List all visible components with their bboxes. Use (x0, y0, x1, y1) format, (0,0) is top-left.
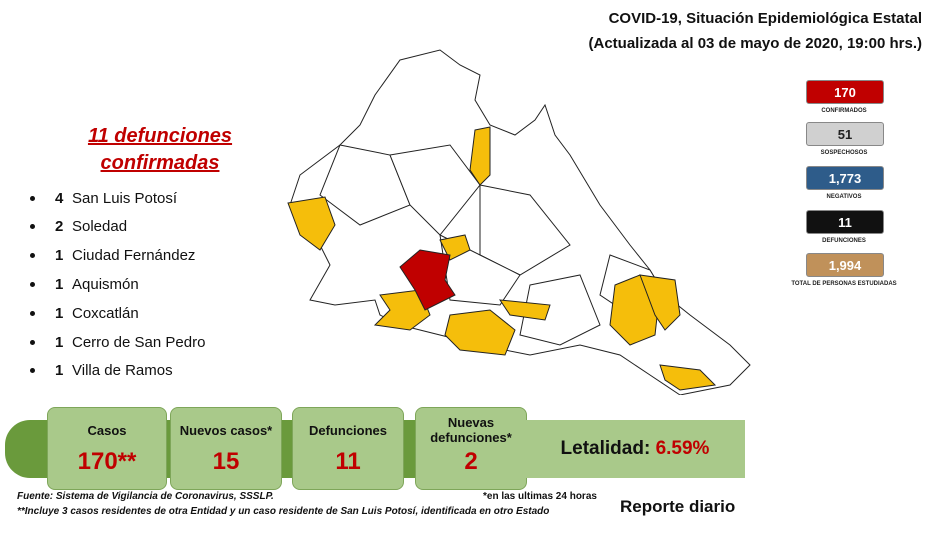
lethality-label: Letalidad: (560, 438, 651, 459)
bullet (30, 224, 35, 230)
lethality: Letalidad: 6.59% (525, 420, 745, 478)
bullet (30, 281, 35, 287)
summary-box: Nuevos casos* 15 (170, 407, 282, 490)
footnote: *en las ultimas 24 horas (483, 491, 597, 502)
place: Cerro de San Pedro (72, 333, 206, 351)
summary-box: Casos 170** (47, 407, 167, 490)
summary-label: Nuevas defunciones* (430, 415, 512, 445)
summary-box: Defunciones 11 (292, 407, 404, 490)
subtitle: (Actualizada al 03 de mayo de 2020, 19:0… (588, 35, 923, 52)
death-count: 1 (55, 362, 64, 380)
bullet (30, 339, 35, 345)
stat-label: SOSPECHOSOS (820, 150, 868, 156)
death-count: 1 (55, 247, 64, 265)
stat-value: 1,994 (806, 253, 884, 277)
list-item: 1 Villa de Ramos (30, 361, 173, 381)
place: San Luis Potosí (72, 189, 178, 207)
stat-value: 51 (806, 122, 884, 146)
stat-value: 170 (806, 80, 884, 104)
summary-box: Nuevas defunciones* 2 (415, 407, 527, 490)
summary-value: 15 (212, 448, 240, 475)
stat-label: NEGATIVOS (826, 194, 862, 200)
bullet (30, 253, 35, 259)
summary-value: 170** (77, 448, 137, 475)
place: Ciudad Fernández (72, 247, 196, 265)
footnote: **Incluye 3 casos residentes de otra Ent… (17, 506, 550, 517)
title: COVID-19, Situación Epidemiológica Estat… (608, 10, 922, 27)
list-item: 4 San Luis Potosí (30, 188, 177, 208)
death-count: 1 (55, 304, 64, 322)
death-count: 1 (55, 275, 64, 293)
stat-label: DEFUNCIONES (822, 238, 866, 244)
summary-label: Casos (87, 422, 127, 438)
bullet (30, 310, 35, 316)
stat-label: CONFIRMADOS (821, 108, 867, 114)
place: Coxcatlán (72, 304, 139, 322)
stat-value: 1,773 (806, 166, 884, 190)
place: Aquismón (72, 275, 139, 293)
bullet (30, 195, 35, 201)
deaths-heading: confirmadas (100, 152, 220, 174)
list-item: 1 Aquismón (30, 274, 139, 294)
place: Villa de Ramos (72, 362, 173, 380)
deaths-heading: 11 defunciones (87, 125, 233, 147)
list-item: 1 Cerro de San Pedro (30, 332, 205, 352)
death-count: 1 (55, 333, 64, 351)
summary-label: Defunciones (308, 422, 387, 438)
report-label: Reporte diario (620, 497, 736, 516)
summary-value: 2 (464, 448, 478, 475)
list-item: 1 Coxcatlán (30, 303, 139, 323)
summary-value: 11 (335, 448, 361, 475)
lethality-value: 6.59% (655, 438, 710, 459)
summary-label: Nuevos casos* (179, 422, 273, 438)
death-count: 4 (55, 189, 64, 207)
footnote: Fuente: Sistema de Vigilancia de Coronav… (17, 491, 274, 502)
death-count: 2 (55, 218, 64, 236)
list-item: 1 Ciudad Fernández (30, 246, 195, 266)
place: Soledad (72, 218, 128, 236)
stat-label: TOTAL DE PERSONAS ESTUDIADAS (791, 281, 897, 287)
state-map (287, 49, 751, 395)
list-item: 2 Soledad (30, 217, 127, 237)
stat-value: 11 (806, 210, 884, 234)
bullet (30, 368, 35, 374)
